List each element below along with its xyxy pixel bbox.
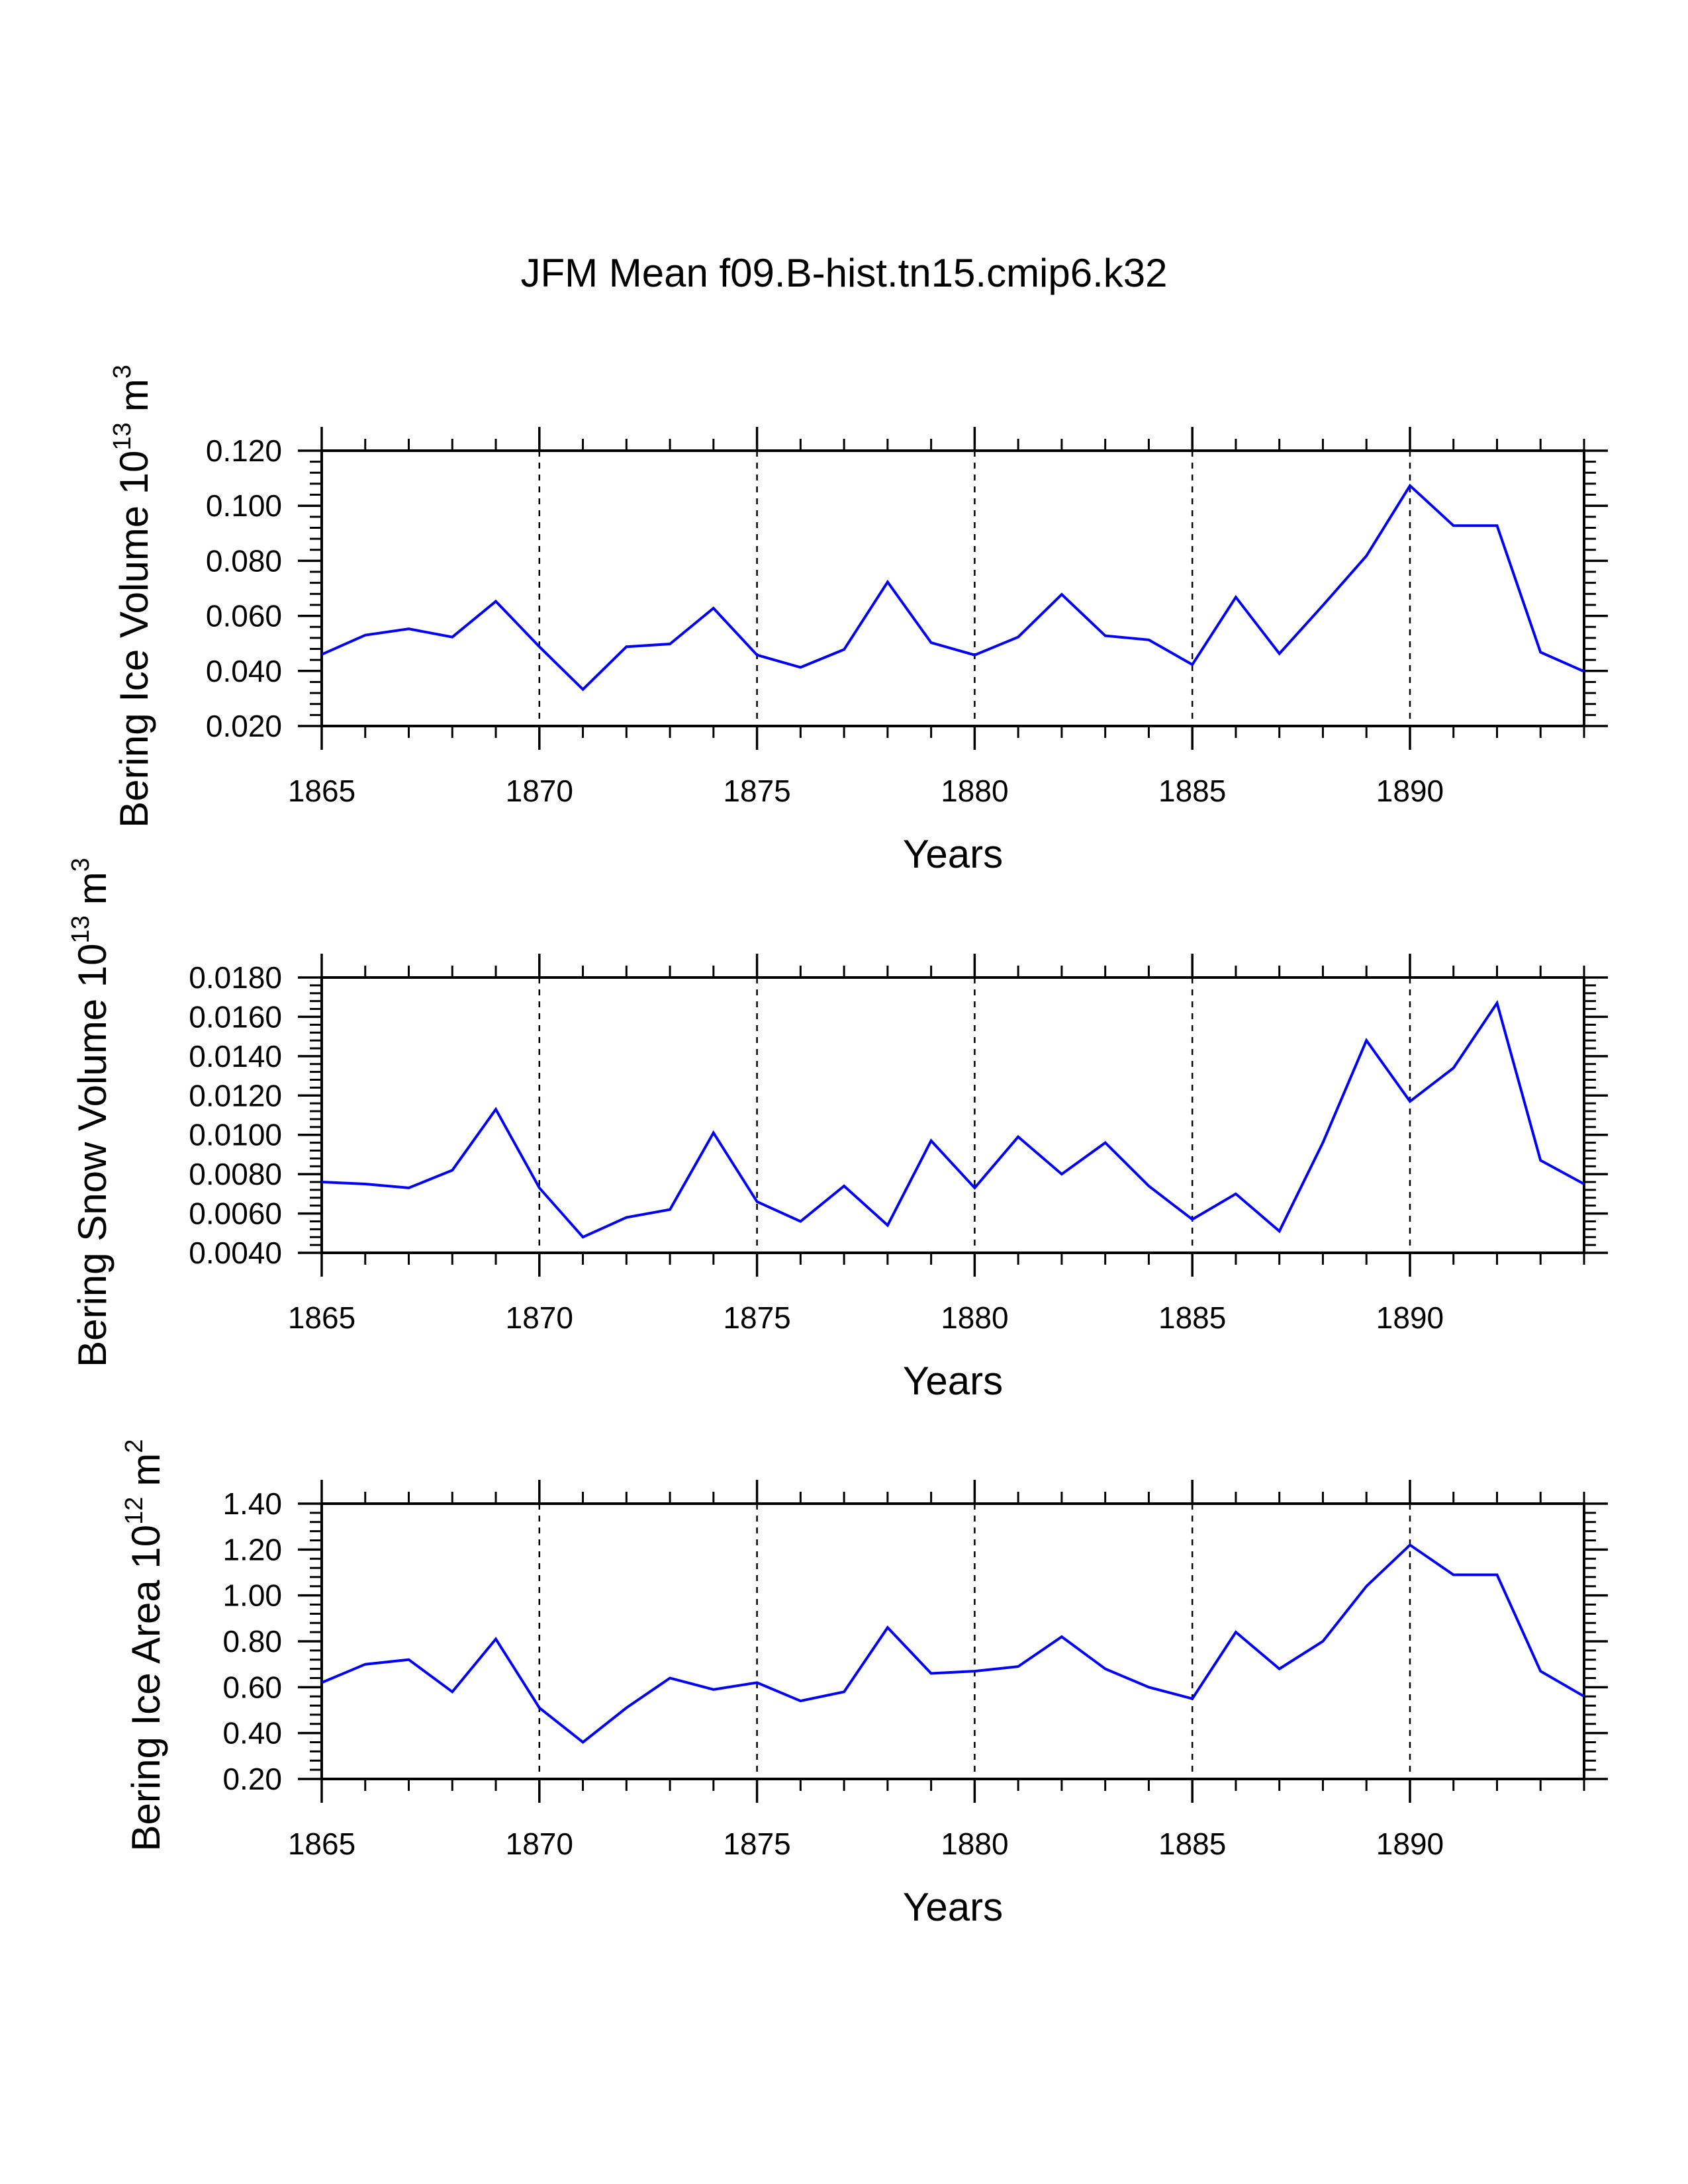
y-tick-label: 0.40 bbox=[222, 1716, 282, 1751]
series-line bbox=[321, 483, 1585, 692]
y-tick-label: 0.20 bbox=[222, 1762, 282, 1796]
y-tick-label: 0.0160 bbox=[189, 999, 282, 1034]
x-tick-label: 1885 bbox=[1158, 1827, 1226, 1861]
y-axis-label-exponent: 13 bbox=[67, 915, 95, 943]
y-tick-label: 1.20 bbox=[222, 1532, 282, 1567]
y-tick-label: 0.060 bbox=[206, 599, 282, 633]
y-tick-label: 0.0140 bbox=[189, 1039, 282, 1073]
plot-frame bbox=[320, 976, 1585, 1254]
x-axis-label: Years bbox=[903, 832, 1003, 876]
y-axis-label: Bering Ice Area 1012 m2 bbox=[120, 1439, 168, 1851]
y-axis-label-text: Bering Ice Volume 10 bbox=[112, 451, 156, 828]
y-tick-label: 0.0040 bbox=[189, 1236, 282, 1270]
panel-2: 1865 1870 1875 1880 1885 1890 0.0040 0.0060 0.00… bbox=[67, 858, 1608, 1403]
y-axis-label-text: Bering Snow Volume 10 bbox=[70, 944, 115, 1367]
x-tick-label: 1880 bbox=[941, 1827, 1008, 1861]
x-tick-label: 1890 bbox=[1376, 1300, 1444, 1335]
x-tick-label: 1865 bbox=[288, 1300, 355, 1335]
y-tick-label: 0.80 bbox=[222, 1624, 282, 1659]
x-tick-label: 1890 bbox=[1376, 1827, 1444, 1861]
x-tick-label: 1870 bbox=[506, 1827, 573, 1861]
y-tick-label: 0.0060 bbox=[189, 1197, 282, 1231]
y-tick-label: 0.0100 bbox=[189, 1118, 282, 1152]
x-tick-label: 1875 bbox=[723, 774, 790, 808]
x-tick-label: 1865 bbox=[288, 774, 355, 808]
y-tick-label: 0.60 bbox=[222, 1670, 282, 1704]
x-tick-label: 1870 bbox=[506, 774, 573, 808]
chart-title: JFM Mean f09.B-hist.tn15.cmip6.k32 bbox=[520, 251, 1168, 295]
y-tick-label: 0.040 bbox=[206, 654, 282, 688]
series-line bbox=[321, 1543, 1585, 1745]
x-tick-label: 1885 bbox=[1158, 774, 1226, 808]
y-tick-label: 0.0180 bbox=[189, 960, 282, 995]
y-tick-label: 1.00 bbox=[222, 1578, 282, 1613]
y-axis-label-exponent: 13 bbox=[109, 422, 136, 450]
y-axis-label-text: Bering Ice Area 10 bbox=[124, 1525, 168, 1852]
y-tick-label: 1.40 bbox=[222, 1486, 282, 1521]
y-tick-label: 0.100 bbox=[206, 488, 282, 523]
y-axis-label-unit-exponent: 3 bbox=[109, 365, 136, 379]
y-tick-label: 0.020 bbox=[206, 709, 282, 743]
y-axis-label-unit: m bbox=[124, 1453, 168, 1486]
y-axis-label-unit: m bbox=[70, 872, 115, 905]
x-axis-label: Years bbox=[903, 1885, 1003, 1929]
panel-1: 1865 1870 1875 1880 1885 1890 0.020 0.040 0.060 0… bbox=[109, 365, 1608, 876]
plot-frame bbox=[320, 1502, 1585, 1780]
y-tick-label: 0.120 bbox=[206, 433, 282, 468]
x-tick-label: 1865 bbox=[288, 1827, 355, 1861]
y-tick-label: 0.0120 bbox=[189, 1078, 282, 1113]
x-tick-label: 1875 bbox=[723, 1300, 790, 1335]
x-tick-label: 1890 bbox=[1376, 774, 1444, 808]
series-line bbox=[321, 999, 1585, 1239]
x-tick-label: 1870 bbox=[506, 1300, 573, 1335]
y-tick-label: 0.080 bbox=[206, 543, 282, 578]
x-tick-label: 1880 bbox=[941, 774, 1008, 808]
x-tick-label: 1880 bbox=[941, 1300, 1008, 1335]
y-axis-label-unit-exponent: 2 bbox=[120, 1439, 148, 1453]
panel-3: 1865 1870 1875 1880 1885 1890 0.20 0.40 0.60 0.80… bbox=[120, 1439, 1608, 1929]
x-tick-label: 1885 bbox=[1158, 1300, 1226, 1335]
x-axis-label: Years bbox=[903, 1359, 1003, 1403]
plot-frame bbox=[320, 449, 1585, 727]
x-tick-label: 1875 bbox=[723, 1827, 790, 1861]
y-axis-label: Bering Snow Volume 1013 m3 bbox=[67, 858, 115, 1367]
y-axis-label-unit-exponent: 3 bbox=[67, 858, 95, 872]
y-axis-label: Bering Ice Volume 1013 m3 bbox=[109, 365, 156, 828]
y-axis-label-exponent: 12 bbox=[120, 1497, 148, 1525]
y-tick-label: 0.0080 bbox=[189, 1157, 282, 1191]
y-axis-label-unit: m bbox=[112, 379, 156, 412]
